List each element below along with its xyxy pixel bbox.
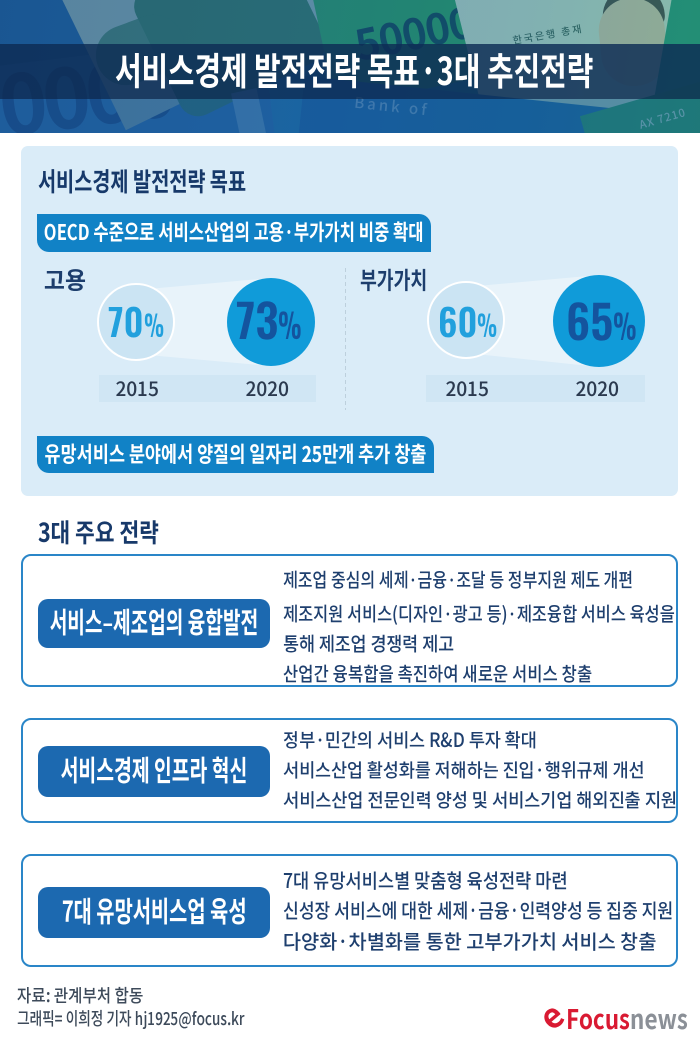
svg-text:Focus: Focus	[566, 1004, 630, 1036]
svg-text:news: news	[630, 1004, 688, 1036]
